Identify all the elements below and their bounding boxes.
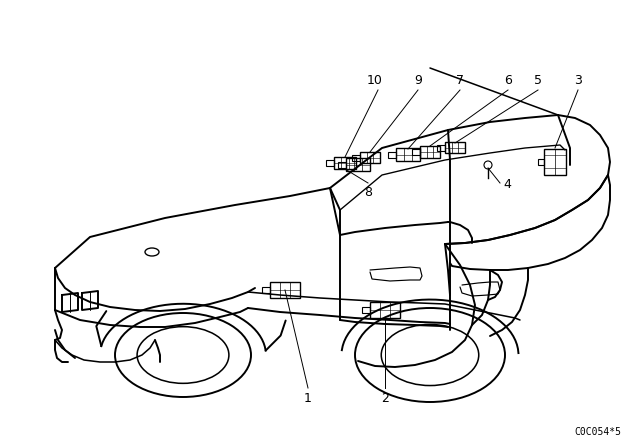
Bar xyxy=(334,157,356,169)
Bar xyxy=(420,146,440,158)
Bar xyxy=(352,155,360,161)
Text: C0C054*5: C0C054*5 xyxy=(575,427,621,437)
Bar xyxy=(370,302,400,318)
Text: 8: 8 xyxy=(364,186,372,199)
Bar xyxy=(360,152,380,164)
Bar xyxy=(412,149,420,155)
Bar xyxy=(437,145,445,151)
Text: 5: 5 xyxy=(534,74,542,87)
Bar xyxy=(346,159,370,172)
Text: 3: 3 xyxy=(574,74,582,87)
Text: 9: 9 xyxy=(414,74,422,87)
Bar xyxy=(326,160,334,166)
Text: 4: 4 xyxy=(503,178,511,191)
Bar xyxy=(388,152,396,158)
Text: 6: 6 xyxy=(504,74,512,87)
Text: 7: 7 xyxy=(456,74,464,87)
Bar xyxy=(538,159,544,165)
Bar xyxy=(262,287,270,293)
Bar xyxy=(445,142,465,154)
Bar xyxy=(544,149,566,175)
Bar xyxy=(362,307,370,313)
Text: 10: 10 xyxy=(367,74,383,87)
Bar xyxy=(270,282,300,298)
Text: 1: 1 xyxy=(304,392,312,405)
Text: 2: 2 xyxy=(381,392,389,405)
Bar xyxy=(338,162,346,168)
Bar xyxy=(396,148,420,161)
